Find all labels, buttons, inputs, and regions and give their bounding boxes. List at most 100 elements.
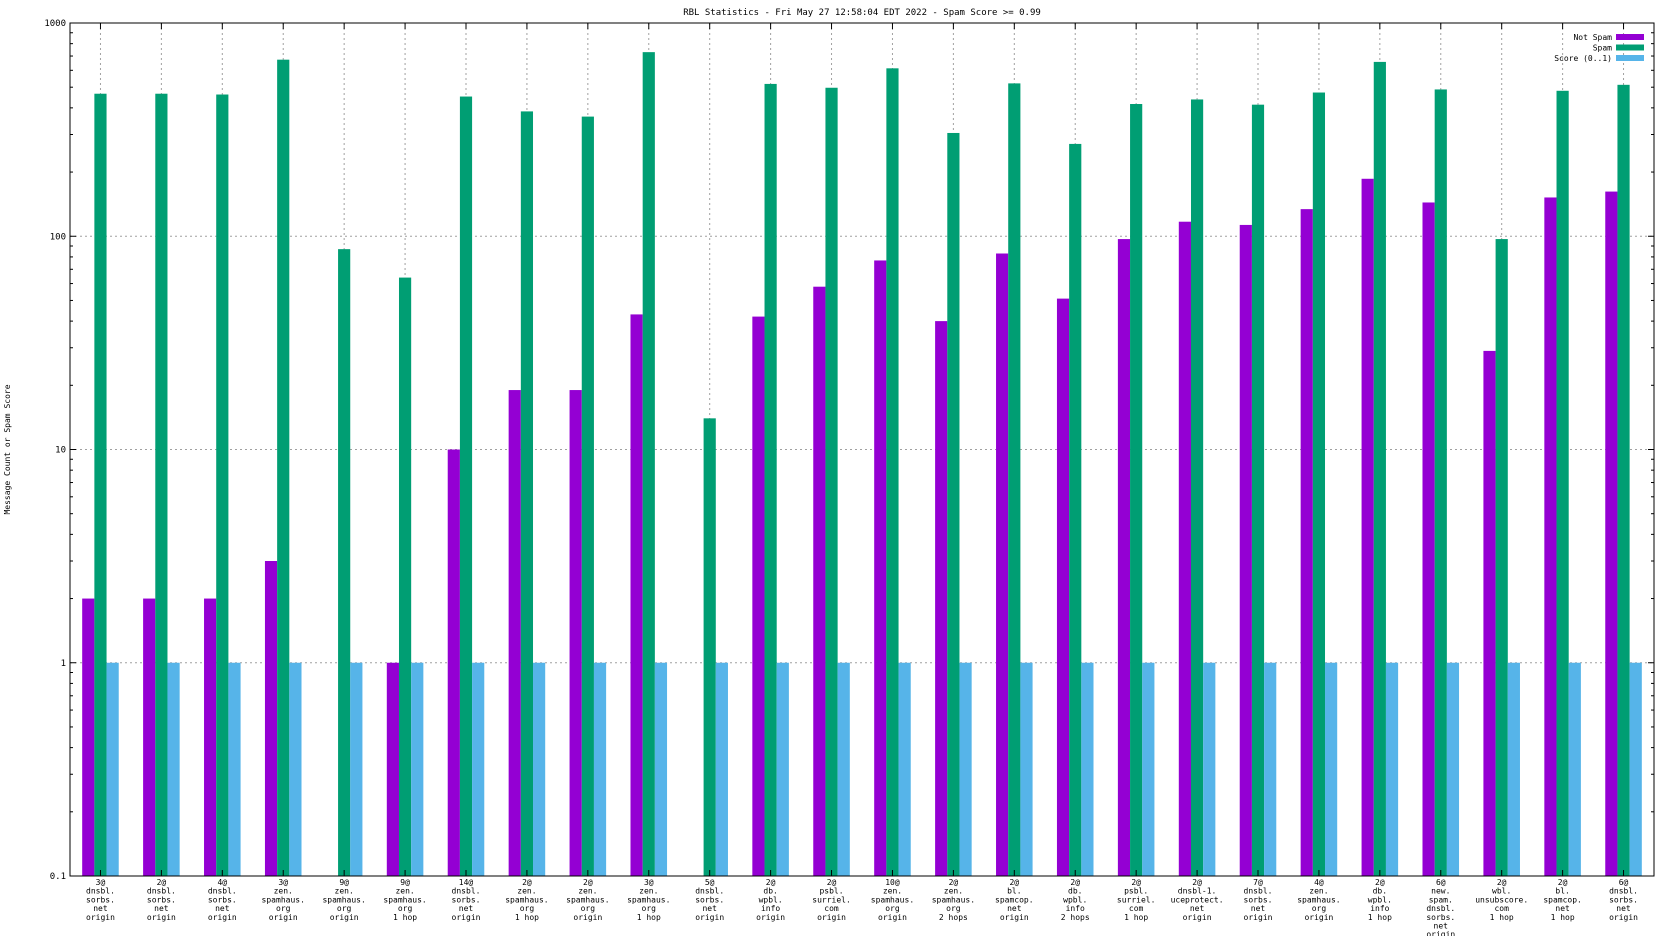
x-tick-label-line: zen. xyxy=(395,887,414,896)
x-tick-label: 2@ db. wpbl. info origin xyxy=(756,878,785,922)
bar-score-0-1 xyxy=(1264,662,1277,876)
x-tick-label-line: info xyxy=(761,904,780,913)
x-tick-label-line: new. xyxy=(1431,887,1450,896)
x-tick-label: 2@ zen. spamhaus. org 2 hops xyxy=(932,878,975,922)
x-tick-label-line: spamcop. xyxy=(1543,895,1582,904)
x-tick-label-line: info xyxy=(1370,904,1389,913)
x-tick-label-line: net xyxy=(702,904,717,913)
x-tick-label-line: 2 hops xyxy=(939,913,968,922)
x-tick-label: 2@ wbl. unsubscore. com 1 hop xyxy=(1475,878,1528,922)
x-tick-label-line: info xyxy=(1066,904,1085,913)
bar-not-spam xyxy=(264,561,278,876)
x-tick-label-line: origin xyxy=(756,913,785,922)
x-tick-label-line: spamhaus. xyxy=(932,895,975,904)
x-tick-label-line: net xyxy=(1616,904,1631,913)
x-tick-label-line: sorbs. xyxy=(452,895,481,904)
x-tick-label-line: org xyxy=(520,904,535,913)
x-tick-label-line: net xyxy=(1190,904,1205,913)
x-tick-label-line: spam. xyxy=(1429,895,1453,904)
bar-score-0-1 xyxy=(1325,662,1338,876)
x-tick-label-line: dnsbl. xyxy=(452,887,481,896)
bar-spam xyxy=(398,277,412,876)
x-tick-label-line: 14@ xyxy=(459,878,474,887)
bar-not-spam xyxy=(874,260,887,877)
bar-not-spam xyxy=(1117,239,1131,876)
x-tick-label-line: 3@ xyxy=(278,878,288,887)
x-tick-label-line: net xyxy=(1251,904,1266,913)
bar-score-0-1 xyxy=(472,662,485,876)
x-tick-label-line: 6@ xyxy=(1436,878,1446,887)
x-tick-label-line: dnsbl. xyxy=(86,887,115,896)
x-tick-label-line: 2@ xyxy=(522,878,532,887)
x-tick-label: 10@ zen. spamhaus. org origin xyxy=(871,878,914,922)
x-tick-label-line: origin xyxy=(330,913,359,922)
bar-not-spam xyxy=(447,449,460,876)
y-tick-label: 1 xyxy=(61,659,66,669)
x-tick-label-line: 2@ xyxy=(157,878,167,887)
bar-spam xyxy=(703,418,716,876)
x-tick-label-line: org xyxy=(398,904,413,913)
x-tick-label-line: 10@ xyxy=(885,878,900,887)
x-tick-label-line: 7@ xyxy=(1253,878,1263,887)
bar-not-spam xyxy=(935,321,948,876)
bar-not-spam xyxy=(813,286,826,876)
x-tick-label-line: zen. xyxy=(274,887,293,896)
x-tick-label-line: 2@ xyxy=(949,878,959,887)
x-tick-label-line: 1 hop xyxy=(515,913,539,922)
legend-label: Not Spam xyxy=(1573,33,1612,42)
bar-not-spam xyxy=(1300,209,1313,876)
bar-score-0-1 xyxy=(776,662,789,876)
bar-spam xyxy=(94,93,107,877)
x-tick-label-line: 2@ xyxy=(1009,878,1019,887)
x-tick-label-line: 2@ xyxy=(1131,878,1141,887)
bar-not-spam xyxy=(1605,191,1618,876)
bar-spam xyxy=(1617,84,1630,876)
x-tick-label-line: dnsbl. xyxy=(1609,887,1638,896)
x-tick-label-line: 6@ xyxy=(1619,878,1629,887)
x-tick-label-line: psbl. xyxy=(1124,887,1148,896)
bar-not-spam xyxy=(1483,350,1496,876)
x-tick-label-line: 5@ xyxy=(705,878,715,887)
x-tick-label-line: spamhaus. xyxy=(871,895,914,904)
bar-score-0-1 xyxy=(959,662,972,876)
x-tick-label-line: spamhaus. xyxy=(627,895,670,904)
bar-score-0-1 xyxy=(1142,662,1155,876)
bar-spam xyxy=(1495,239,1508,876)
x-tick-label-line: psbl. xyxy=(819,887,843,896)
bar-score-0-1 xyxy=(1020,662,1033,876)
x-tick-label-line: 2@ xyxy=(827,878,837,887)
x-tick-label: 2@ psbl. surriel. com origin xyxy=(812,878,851,922)
x-tick-label-line: wpbl. xyxy=(759,895,783,904)
x-tick-label-line: net xyxy=(154,904,169,913)
x-tick-label-line: origin xyxy=(86,913,115,922)
bar-score-0-1 xyxy=(1446,662,1460,876)
y-tick-label: 0.1 xyxy=(50,872,66,882)
x-tick-label: 14@ dnsbl. sorbs. net origin xyxy=(452,878,481,922)
x-tick-label-line: 1 hop xyxy=(1368,913,1392,922)
x-tick-label-line: bl. xyxy=(1555,887,1569,896)
bar-score-0-1 xyxy=(898,662,911,876)
x-tick-label-line: origin xyxy=(817,913,846,922)
bar-not-spam xyxy=(508,390,521,876)
x-tick-label-line: net xyxy=(93,904,108,913)
x-tick-label: 9@ zen. spamhaus. org origin xyxy=(322,878,365,922)
bar-spam xyxy=(338,249,351,876)
bar-score-0-1 xyxy=(1203,662,1216,876)
x-tick-label-line: 3@ xyxy=(644,878,654,887)
bar-spam xyxy=(764,83,777,876)
x-tick-label-line: bl. xyxy=(1007,887,1021,896)
bar-not-spam xyxy=(996,253,1009,876)
x-tick-label-line: wbl. xyxy=(1492,887,1511,896)
bar-not-spam xyxy=(143,598,156,876)
x-tick-label: 9@ zen. spamhaus. org 1 hop xyxy=(383,878,426,922)
x-tick-label-line: origin xyxy=(1609,913,1638,922)
x-tick-label: 2@ bl. spamcop. net 1 hop xyxy=(1543,878,1582,922)
bar-spam xyxy=(1434,89,1447,877)
x-tick-label-line: 1 hop xyxy=(1124,913,1148,922)
x-tick-label-line: org xyxy=(276,904,291,913)
x-tick-label-line: zen. xyxy=(944,887,963,896)
x-tick-label-line: spamhaus. xyxy=(566,895,609,904)
x-tick-label-line: 2@ xyxy=(1497,878,1507,887)
x-tick-label: 6@ dnsbl. sorbs. net origin xyxy=(1609,878,1638,922)
